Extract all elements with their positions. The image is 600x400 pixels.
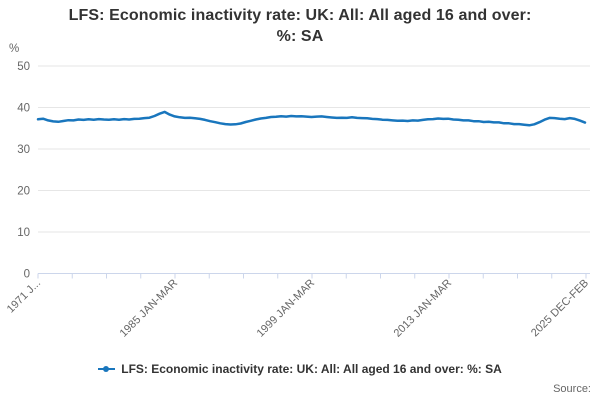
chart-title-line1: LFS: Economic inactivity rate: UK: All: … — [68, 7, 532, 24]
y-tick-label: 50 — [17, 61, 30, 73]
chart-title: LFS: Economic inactivity rate: UK: All: … — [0, 5, 600, 47]
x-tick-label: 2013 JAN-MAR — [392, 277, 455, 340]
series-line[interactable] — [36, 110, 587, 127]
legend-label: LFS: Economic inactivity rate: UK: All: … — [121, 362, 502, 376]
legend: LFS: Economic inactivity rate: UK: All: … — [0, 362, 600, 376]
x-tick-label: 1999 JAN-MAR — [255, 277, 318, 340]
y-tick-label: 10 — [17, 227, 30, 239]
x-tick-label: 1971 J... — [5, 277, 43, 315]
y-tick-label: 40 — [17, 103, 30, 115]
x-tick-label: 2025 DEC-FEB — [529, 277, 591, 339]
legend-line-marker-icon — [98, 365, 116, 373]
y-tick-label: 20 — [17, 186, 30, 198]
legend-item[interactable]: LFS: Economic inactivity rate: UK: All: … — [98, 362, 502, 376]
y-axis-unit-label: % — [9, 43, 19, 55]
legend-dot-icon — [103, 366, 110, 372]
x-tick-label: 1985 JAN-MAR — [118, 277, 181, 340]
source-credit: Source: — [553, 383, 591, 395]
y-tick-label: 30 — [17, 144, 30, 156]
y-tick-label: 0 — [24, 269, 30, 281]
chart-title-line2: %: SA — [276, 28, 324, 45]
